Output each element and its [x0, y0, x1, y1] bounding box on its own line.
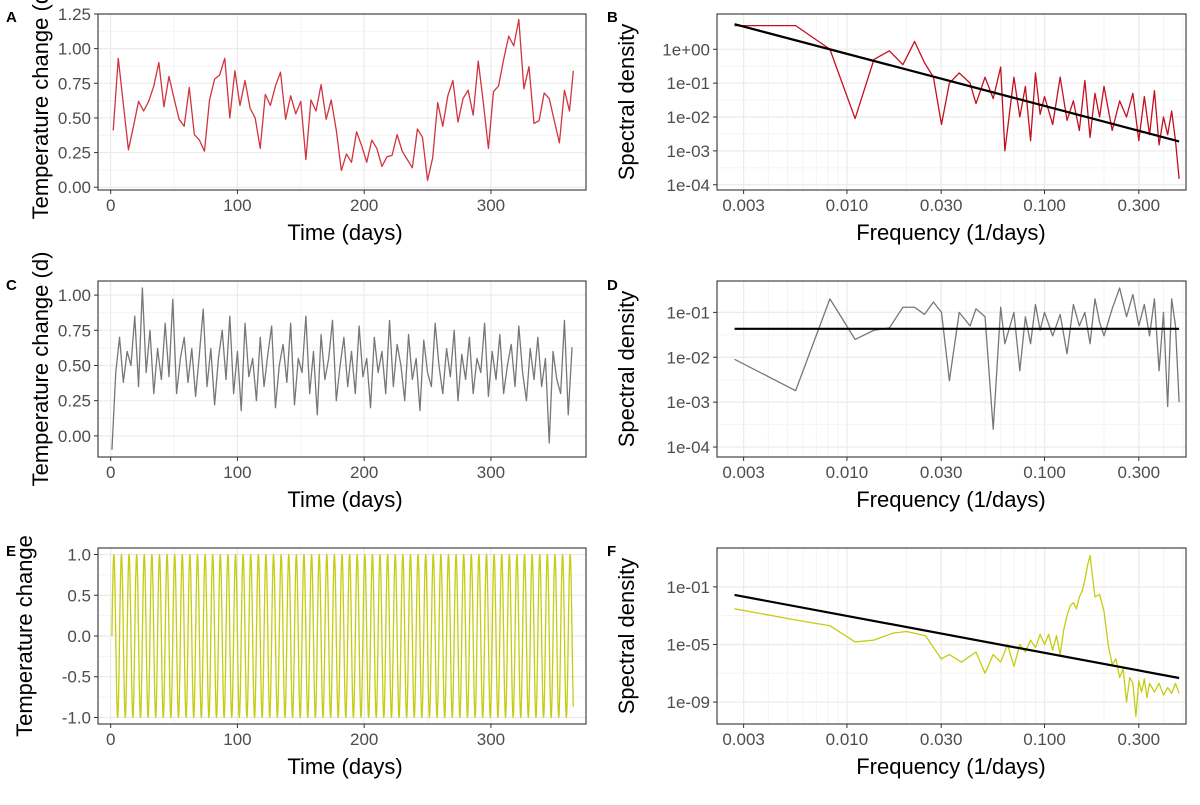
series-line [734, 554, 1180, 718]
y-tick-label: 0.50 [58, 109, 91, 128]
x-axis-label: Time (days) [287, 220, 402, 245]
x-axis-label: Frequency (1/days) [856, 487, 1046, 512]
x-tick-label: 200 [350, 196, 378, 215]
fit-line [734, 23, 1180, 143]
x-tick-label: 0.030 [920, 196, 963, 215]
x-tick-label: 0 [106, 196, 115, 215]
panel-d: 0.003 0.010 0.030 0.100 0.300 1e-04 1e-03 1e-02… [607, 277, 1187, 512]
y-tick-label: 0.25 [58, 392, 91, 411]
x-axis-label: Time (days) [287, 754, 402, 779]
y-tick-label: 1e+00 [662, 40, 710, 59]
panel-f: 0.003 0.010 0.030 0.100 0.300 1e-09 1e-05 1e-01… [607, 543, 1187, 779]
x-tick-label: 0.100 [1023, 196, 1066, 215]
x-tick-label: 200 [350, 730, 378, 749]
plot-frame [716, 547, 1187, 725]
y-tick-label: 1e-04 [667, 176, 710, 195]
x-tick-label: 100 [223, 196, 251, 215]
x-tick-label: 0.030 [920, 463, 963, 482]
panel-tag: E [6, 543, 16, 560]
x-axis-label: Time (days) [287, 487, 402, 512]
panel-tag: C [6, 277, 17, 294]
x-tick-label: 100 [223, 463, 251, 482]
series-line [111, 553, 574, 719]
y-axis-label: Spectral density [614, 558, 639, 715]
panel-e: 0 100 200 300 -1.0 -0.5 0.0 0.5 1.0 Time (days) Te… [6, 535, 587, 779]
y-axis-label: Temperature change (d) [28, 0, 53, 219]
x-tick-label: 0.003 [722, 196, 765, 215]
plot-frame [716, 13, 1187, 191]
panel-tag: D [607, 277, 618, 294]
panel-b: 0.003 0.010 0.030 0.100 0.300 1e-04 1e-03 1e-02… [607, 9, 1187, 245]
plot-background [717, 14, 1186, 190]
x-tick-label: 0.100 [1023, 463, 1066, 482]
y-tick-label: 0.50 [58, 356, 91, 375]
fit-line [734, 593, 1180, 680]
y-axis-label: Spectral density [614, 291, 639, 448]
x-tick-label: 0.300 [1118, 730, 1161, 749]
y-tick-label: 1.00 [58, 286, 91, 305]
plot-frame [716, 280, 1187, 458]
y-tick-label: 1e-03 [667, 393, 710, 412]
y-tick-label: 1e-01 [667, 578, 710, 597]
plot-frame [97, 13, 587, 191]
x-tick-label: 0.010 [826, 196, 869, 215]
x-tick-label: 0.003 [722, 463, 765, 482]
y-tick-label: 0.0 [67, 627, 91, 646]
y-axis-label: Temperature change [12, 535, 37, 737]
series-line [111, 287, 573, 450]
panel-a: 0 100 200 300 0.00 0.25 0.50 0.75 1.00 1.25 Time (… [6, 0, 587, 245]
y-tick-label: -1.0 [62, 708, 91, 727]
y-tick-label: 1e-02 [667, 108, 710, 127]
x-tick-label: 0 [106, 463, 115, 482]
panel-tag: B [607, 9, 618, 26]
x-tick-label: 300 [477, 196, 505, 215]
x-tick-label: 0.100 [1023, 730, 1066, 749]
y-tick-label: 1e-09 [667, 693, 710, 712]
plot-frame [97, 547, 587, 725]
y-tick-label: 1e-03 [667, 142, 710, 161]
x-axis-label: Frequency (1/days) [856, 754, 1046, 779]
series-line [734, 287, 1180, 430]
y-tick-label: 1e-02 [667, 348, 710, 367]
x-axis-label: Frequency (1/days) [856, 220, 1046, 245]
x-tick-label: 100 [223, 730, 251, 749]
y-tick-label: -0.5 [62, 668, 91, 687]
y-tick-label: 1e-05 [667, 635, 710, 654]
x-tick-label: 0.030 [920, 730, 963, 749]
y-tick-label: 1.25 [58, 5, 91, 24]
x-tick-label: 300 [477, 463, 505, 482]
series-line [112, 18, 574, 181]
panel-tag: A [6, 9, 17, 26]
y-tick-label: 1.00 [58, 40, 91, 59]
y-tick-label: 0.00 [58, 178, 91, 197]
y-tick-label: 1e-01 [667, 74, 710, 93]
x-tick-label: 0.010 [826, 730, 869, 749]
y-tick-label: 0.75 [58, 321, 91, 340]
x-tick-label: 0.300 [1118, 196, 1161, 215]
y-axis-label: Temperature change (d) [28, 252, 53, 487]
y-tick-label: 1e-01 [667, 303, 710, 322]
y-tick-label: 1e-04 [667, 438, 710, 457]
x-tick-label: 0 [106, 730, 115, 749]
y-tick-label: 0.00 [58, 427, 91, 446]
plot-frame [97, 280, 587, 458]
panel-tag: F [607, 543, 616, 560]
y-tick-label: 0.25 [58, 144, 91, 163]
x-tick-label: 0.010 [826, 463, 869, 482]
x-tick-label: 300 [477, 730, 505, 749]
y-axis-label: Spectral density [614, 24, 639, 181]
x-tick-label: 0.003 [722, 730, 765, 749]
y-tick-label: 1.0 [67, 546, 91, 565]
panel-c: 0 100 200 300 0.00 0.25 0.50 0.75 1.00 Time (days… [6, 252, 587, 512]
x-tick-label: 0.300 [1118, 463, 1161, 482]
plot-background [98, 14, 586, 190]
x-tick-label: 200 [350, 463, 378, 482]
y-tick-label: 0.5 [67, 586, 91, 605]
y-tick-label: 0.75 [58, 74, 91, 93]
